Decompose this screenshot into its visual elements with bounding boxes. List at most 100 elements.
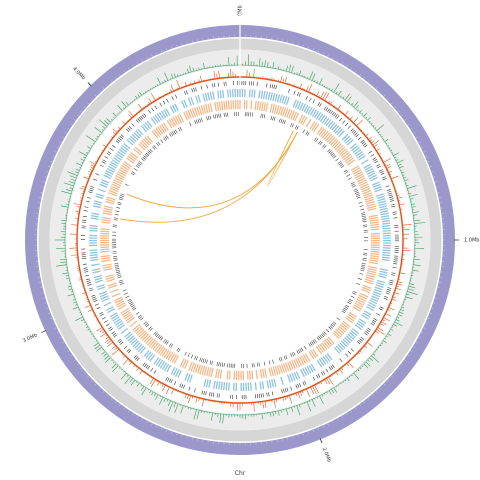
orange-feature: [345, 157, 354, 164]
blue-feature: [99, 293, 108, 298]
ideogram-minor-tick: [327, 423, 329, 426]
red-bar: [389, 173, 392, 176]
orange-feature: [370, 250, 380, 253]
red-bar: [374, 330, 379, 334]
orange-feature: [100, 228, 110, 231]
orange-feature: [277, 105, 282, 115]
red-bar: [363, 345, 367, 349]
red-bar: [121, 352, 123, 354]
blue-feature: [363, 163, 371, 169]
green-bar: [342, 96, 345, 99]
inner-black-tick: [154, 332, 158, 336]
red-bar: [397, 281, 403, 284]
red-bar: [152, 100, 154, 102]
orange-feature: [210, 368, 214, 378]
blue-feature: [376, 195, 385, 200]
orange-feature: [126, 317, 135, 324]
red-bar: [74, 210, 80, 212]
ideogram-minor-tick: [94, 383, 97, 386]
red-bar: [365, 343, 367, 345]
blue-feature: [378, 275, 387, 279]
inner-black-tick: [305, 131, 309, 135]
green-bar: [119, 367, 121, 369]
blue-feature: [365, 167, 374, 173]
inner-black-tick: [163, 137, 166, 141]
red-bar: [394, 292, 400, 295]
orange-feature: [101, 216, 111, 220]
ideogram-minor-tick: [391, 102, 393, 104]
green-bar: [401, 306, 405, 309]
orange-feature: [370, 226, 380, 229]
orange-feature: [106, 196, 116, 201]
black-tick: [109, 328, 113, 331]
black-tick: [108, 326, 112, 330]
orange-feature: [369, 216, 379, 220]
blue-feature: [358, 155, 366, 161]
inner-black-tick: [356, 195, 361, 198]
orange-feature: [353, 304, 362, 310]
ideogram-minor-tick: [87, 376, 89, 378]
red-bar: [166, 386, 170, 394]
blue-feature: [366, 306, 374, 311]
green-bar: [75, 168, 80, 171]
red-bar: [150, 376, 152, 379]
orange-feature: [122, 163, 131, 170]
orange-feature: [161, 348, 168, 357]
green-bar: [410, 198, 414, 200]
green-bar: [101, 129, 104, 131]
major-tick: [87, 82, 92, 87]
black-tick: [391, 274, 396, 276]
red-bar: [112, 128, 118, 133]
black-tick: [83, 267, 88, 269]
red-bar: [102, 144, 107, 148]
ideogram-minor-tick: [114, 401, 117, 404]
red-bar: [150, 379, 156, 388]
orange-feature: [369, 219, 379, 222]
orange-feature: [272, 366, 277, 376]
blue-feature: [273, 378, 277, 387]
orange-feature: [269, 103, 273, 113]
orange-feature: [355, 173, 364, 179]
orange-feature: [166, 120, 173, 129]
black-tick: [298, 92, 301, 97]
black-tick: [218, 393, 220, 398]
orange-feature: [336, 327, 345, 335]
orange-feature: [101, 221, 111, 224]
ideogram-minor-tick: [413, 132, 416, 134]
blue-feature: [374, 188, 383, 193]
red-bar: [347, 361, 354, 369]
green-bar: [393, 324, 398, 327]
green-bar: [331, 88, 333, 91]
blue-feature: [302, 368, 308, 376]
orange-feature: [163, 349, 170, 359]
orange-feature: [168, 118, 175, 128]
orange-feature: [365, 276, 375, 281]
black-tick: [360, 336, 365, 340]
blue-feature: [331, 123, 338, 131]
orange-feature: [364, 280, 374, 285]
ideogram-minor-tick: [429, 166, 432, 168]
inner-black-tick: [115, 268, 120, 270]
ideogram-minor-tick: [363, 401, 366, 404]
ideogram-minor-tick: [80, 367, 82, 370]
orange-feature: [334, 143, 343, 151]
green-bar: [298, 404, 301, 408]
green-bar: [130, 379, 136, 386]
blue-feature: [112, 316, 120, 322]
red-bar: [306, 86, 309, 92]
red-bar: [216, 73, 218, 79]
blue-feature: [99, 183, 108, 188]
blue-feature: [334, 126, 342, 134]
inner-black-tick: [296, 350, 299, 354]
black-tick: [203, 390, 205, 395]
green-bar: [381, 136, 383, 138]
inner-black-tick: [113, 219, 118, 221]
blue-feature: [97, 188, 106, 193]
green-bar: [379, 344, 382, 347]
inner-black-tick: [144, 322, 149, 326]
inner-black-tick: [197, 119, 200, 123]
orange-feature: [332, 332, 340, 340]
ideogram-minor-tick: [332, 56, 334, 59]
orange-feature: [124, 313, 133, 320]
ideogram-minor-tick: [394, 106, 397, 108]
